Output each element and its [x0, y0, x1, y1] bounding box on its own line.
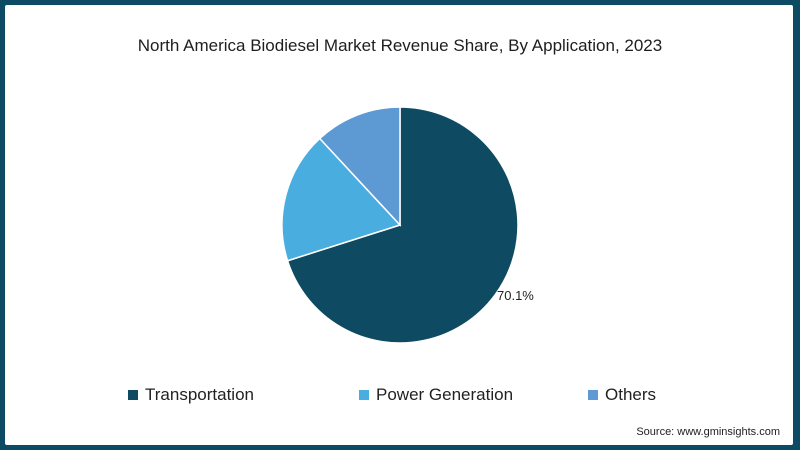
legend-swatch-power-generation	[359, 390, 369, 400]
transportation-data-label: 70.1%	[497, 288, 534, 303]
legend-swatch-transportation	[128, 390, 138, 400]
legend-item-transportation: Transportation	[128, 385, 254, 405]
legend-label: Power Generation	[376, 385, 514, 404]
pie-slice-others	[318, 106, 401, 227]
source-note: Source: www.gminsights.com	[636, 426, 780, 438]
legend-item-others: Others	[588, 385, 656, 405]
legend-item-power-generation: Power Generation	[359, 385, 513, 405]
pie-slice-power-generation	[281, 137, 402, 262]
legend-swatch-others	[588, 390, 598, 400]
legend-label: Transportation	[145, 385, 254, 404]
legend-label: Others	[605, 385, 657, 404]
pie-slice-transportation	[286, 106, 519, 344]
legend: Transportation Power Generation Others	[0, 385, 800, 407]
chart-title: North America Biodiesel Market Revenue S…	[137, 36, 663, 55]
